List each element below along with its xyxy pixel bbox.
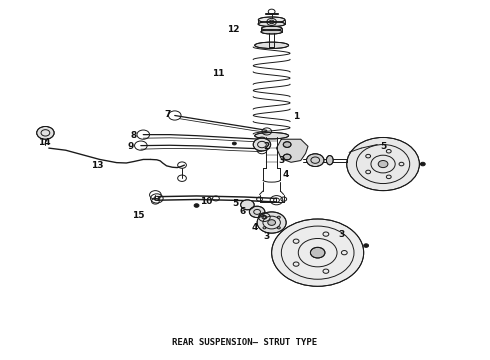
Polygon shape bbox=[276, 139, 308, 162]
Circle shape bbox=[232, 142, 236, 145]
Circle shape bbox=[249, 206, 265, 217]
Text: 6: 6 bbox=[240, 207, 245, 216]
Text: 4: 4 bbox=[283, 170, 290, 179]
Text: 3: 3 bbox=[278, 156, 285, 165]
Text: 11: 11 bbox=[212, 69, 224, 78]
Circle shape bbox=[307, 154, 324, 167]
Circle shape bbox=[268, 220, 275, 225]
Circle shape bbox=[364, 244, 368, 247]
Circle shape bbox=[241, 200, 254, 210]
Circle shape bbox=[257, 212, 286, 233]
Text: 1: 1 bbox=[293, 112, 299, 121]
Circle shape bbox=[259, 213, 270, 221]
Text: 15: 15 bbox=[132, 211, 145, 220]
Circle shape bbox=[253, 138, 270, 151]
Text: 10: 10 bbox=[200, 197, 213, 206]
Text: 4: 4 bbox=[251, 223, 258, 232]
Circle shape bbox=[271, 219, 364, 286]
Text: 14: 14 bbox=[38, 138, 50, 147]
Text: 5: 5 bbox=[232, 198, 239, 207]
Text: 8: 8 bbox=[130, 131, 137, 140]
Circle shape bbox=[420, 162, 425, 166]
Circle shape bbox=[283, 142, 291, 147]
Ellipse shape bbox=[258, 22, 285, 27]
Ellipse shape bbox=[261, 30, 282, 34]
Circle shape bbox=[283, 154, 291, 160]
Ellipse shape bbox=[326, 156, 333, 165]
Circle shape bbox=[194, 204, 199, 207]
Text: 5: 5 bbox=[380, 142, 386, 151]
Text: 13: 13 bbox=[91, 161, 103, 170]
Ellipse shape bbox=[262, 26, 282, 31]
Circle shape bbox=[310, 247, 325, 258]
Text: 3: 3 bbox=[339, 230, 345, 239]
Text: 2: 2 bbox=[264, 142, 270, 151]
Text: 9: 9 bbox=[128, 142, 134, 151]
Circle shape bbox=[378, 161, 388, 168]
Text: 7: 7 bbox=[164, 110, 171, 119]
Circle shape bbox=[37, 126, 54, 139]
Circle shape bbox=[347, 138, 419, 191]
Ellipse shape bbox=[255, 42, 289, 49]
Text: 3: 3 bbox=[264, 232, 270, 241]
Ellipse shape bbox=[255, 132, 289, 139]
Text: 12: 12 bbox=[227, 25, 239, 34]
Text: REAR SUSPENSION– STRUT TYPE: REAR SUSPENSION– STRUT TYPE bbox=[172, 338, 318, 347]
Ellipse shape bbox=[258, 17, 285, 23]
